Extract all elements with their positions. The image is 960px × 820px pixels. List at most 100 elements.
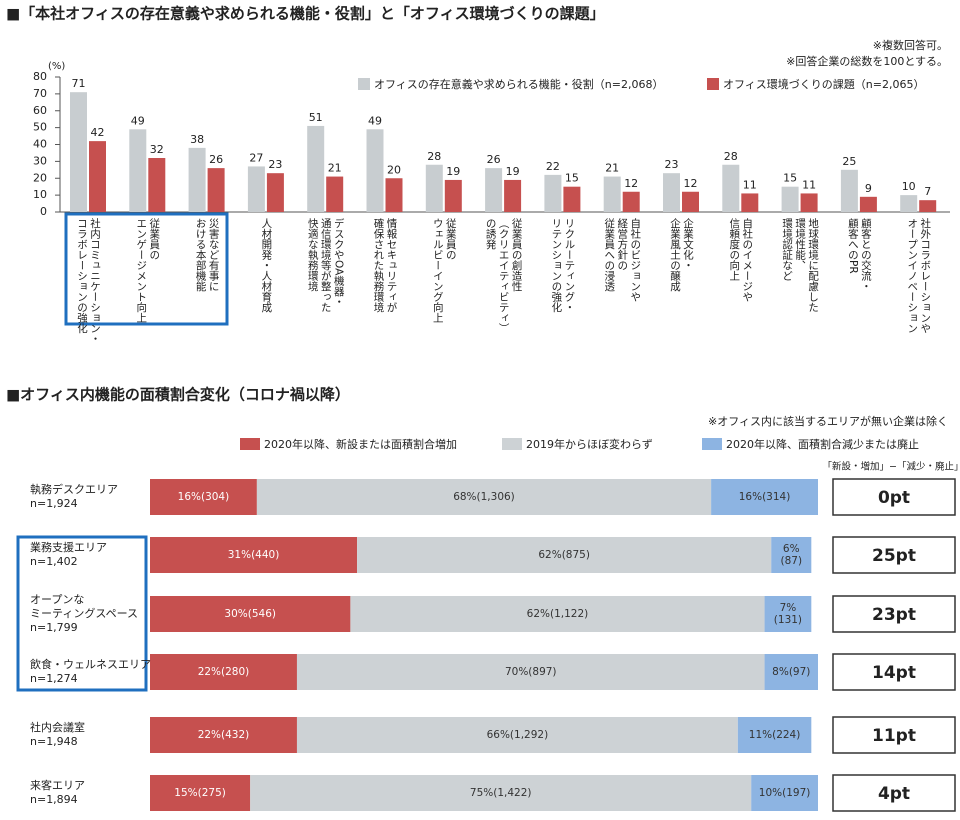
- category-label: 飲食・ウェルネスエリア: [30, 658, 151, 671]
- category-label: オープンな ミーティングスペース: [30, 593, 139, 620]
- bar: [563, 186, 581, 212]
- highlight-box: [16, 535, 148, 692]
- data-label: 49: [131, 114, 145, 127]
- bar: [900, 195, 918, 212]
- data-label: 12: [624, 177, 638, 190]
- bar-segment: [256, 479, 712, 515]
- bar-segment: [357, 537, 772, 573]
- data-label: 12: [684, 177, 698, 190]
- bar-segment: [150, 537, 358, 573]
- note: ※オフィス内に該当するエリアが無い企業は除く: [708, 414, 948, 428]
- x-tick-label: 情報セキュリティが 確保された執務環境: [372, 218, 398, 313]
- bar: [247, 166, 265, 212]
- data-label: 15%(275): [174, 787, 226, 799]
- legend-label: 2020年以降、新設または面積割合増加: [264, 437, 457, 451]
- difference-box: [832, 774, 956, 812]
- data-label: 11: [743, 178, 757, 191]
- difference-label: 23pt: [872, 605, 916, 625]
- chart-title: ■「本社オフィスの存在意義や求められる機能・役割」と「オフィス環境づくりの課題」: [6, 5, 605, 23]
- data-label: 23: [665, 158, 679, 171]
- bar: [682, 191, 699, 212]
- bar: [663, 173, 680, 212]
- x-tick-label: 社外コラボレーションや オープンイノベーション: [906, 218, 932, 334]
- difference-header: 「新設・増加」−「減少・廃止」: [823, 461, 960, 473]
- category-label: 執務デスクエリア: [30, 483, 118, 496]
- bar: [307, 125, 325, 212]
- data-label: 7% (131): [773, 602, 803, 626]
- x-tick-label: 社内コミュニケーション・ コラボレーションの強化: [76, 218, 101, 344]
- y-tick-label: 50: [33, 121, 47, 134]
- data-label: 6% (87): [780, 543, 803, 567]
- data-label: 16%(314): [738, 491, 791, 503]
- data-label: 27: [249, 151, 263, 164]
- data-label: 22%(280): [197, 666, 250, 678]
- y-tick-label: 0: [40, 205, 47, 218]
- x-tick-label: 自社のイメージや 信頼度の向上: [728, 218, 754, 302]
- legend-label: オフィスの存在意義や求められる機能・役割（n=2,068）: [374, 77, 663, 91]
- data-label: 75%(1,422): [469, 787, 532, 799]
- bar: [207, 168, 225, 212]
- bar-segment: [296, 717, 738, 753]
- x-tick-label: 災害など有事に おける本部機能: [194, 218, 220, 292]
- data-label: 15: [565, 172, 579, 185]
- bar-segment: [150, 775, 251, 811]
- y-tick-label: 40: [33, 138, 47, 151]
- bar: [148, 158, 166, 212]
- data-label: 32: [150, 143, 164, 156]
- data-label: 11%(224): [748, 729, 801, 741]
- y-tick-label: 70: [33, 87, 47, 100]
- bar: [188, 147, 206, 212]
- legend-label: オフィス環境づくりの課題（n=2,065）: [723, 77, 924, 91]
- bar-segment: [711, 479, 818, 515]
- legend-swatch: [240, 438, 260, 450]
- bar: [741, 193, 759, 212]
- data-label: 30%(546): [224, 608, 276, 620]
- data-label: 66%(1,292): [486, 729, 549, 741]
- bar: [366, 129, 384, 212]
- bar-segment: [250, 775, 752, 811]
- data-label: 70%(897): [504, 666, 557, 678]
- data-label: 23: [268, 158, 282, 171]
- bar-segment: [737, 717, 812, 753]
- data-label: 9: [865, 182, 872, 195]
- data-label: 20: [387, 163, 401, 176]
- x-tick-label: リクルーティング・ リテンションの強化: [550, 218, 576, 313]
- data-label: 25: [842, 155, 856, 168]
- bar: [544, 174, 562, 212]
- x-tick-label: 従業員の創造性 （クリエイティビティ） の誘発: [484, 218, 523, 334]
- sample-size: n=1,948: [30, 735, 78, 748]
- data-label: 31%(440): [227, 549, 280, 561]
- data-label: 62%(1,122): [526, 608, 589, 620]
- x-tick-label: デスクやOA機器・ 通信環境等が整った 快適な執務環境: [306, 218, 345, 313]
- data-label: 16%(304): [177, 491, 230, 503]
- difference-label: 0pt: [878, 488, 910, 508]
- legend-label: 2019年からほぼ変わらず: [526, 437, 653, 451]
- bar-segment: [764, 654, 818, 690]
- category-label: 来客エリア: [30, 779, 85, 792]
- difference-label: 14pt: [872, 663, 916, 683]
- data-label: 71: [72, 77, 86, 90]
- bar: [425, 164, 443, 212]
- x-tick-label: 従業員の エンゲージメント向上: [135, 218, 161, 323]
- bar: [840, 169, 858, 212]
- data-label: 19: [446, 165, 460, 178]
- note: ※複数回答可。: [873, 38, 948, 52]
- x-tick-label: 地球環境に配慮した 環境性能、 環境認証など: [781, 218, 820, 313]
- data-label: 49: [368, 114, 382, 127]
- y-tick-label: 60: [33, 104, 47, 117]
- bar: [859, 196, 877, 212]
- bar: [800, 193, 818, 212]
- bar: [603, 176, 621, 212]
- bar: [622, 191, 640, 212]
- data-label: 22%(432): [197, 729, 250, 741]
- data-label: 62%(875): [538, 549, 590, 561]
- data-label: 28: [427, 150, 441, 163]
- bar: [326, 176, 344, 212]
- category-label: 社内会議室: [30, 721, 85, 734]
- bar-segment: [771, 537, 812, 573]
- bar-segment: [150, 479, 257, 515]
- sample-size: n=1,894: [30, 793, 78, 806]
- data-label: 10: [902, 180, 916, 193]
- bar: [781, 186, 799, 212]
